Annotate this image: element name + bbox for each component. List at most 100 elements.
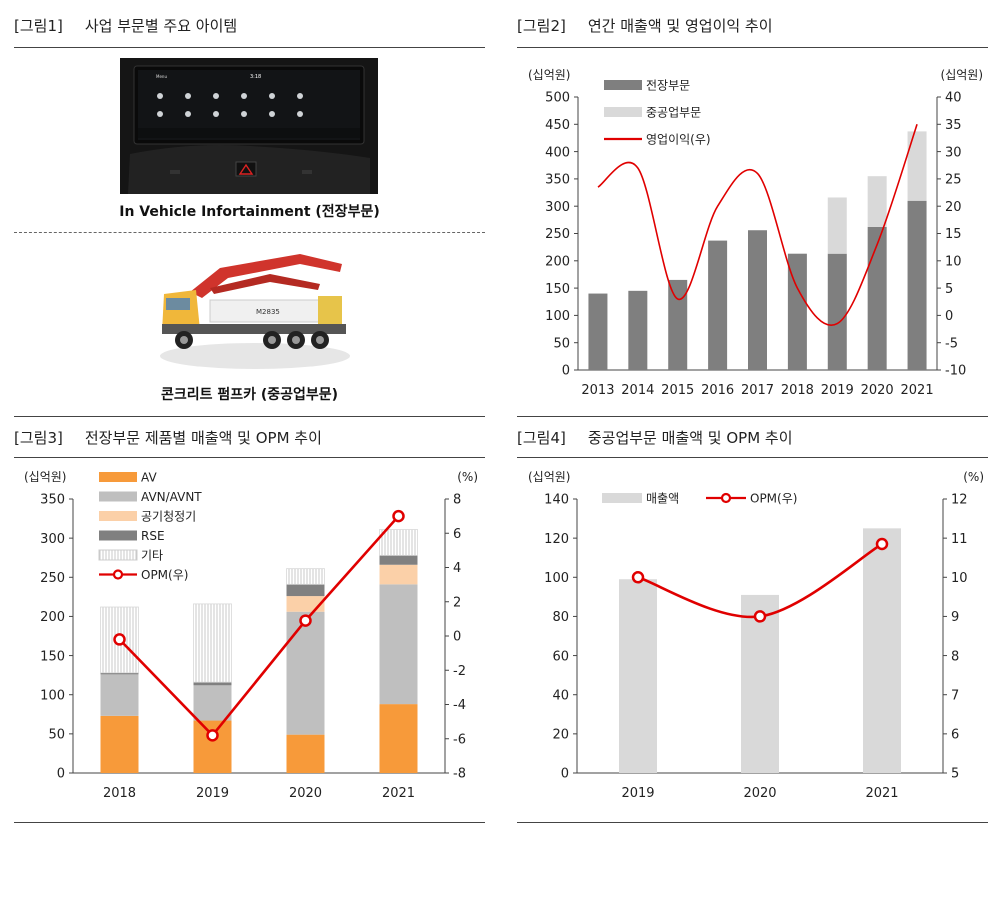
- bar-RSE: [193, 682, 232, 686]
- legend-label: AVN/AVNT: [141, 490, 202, 504]
- bar-전장부문: [827, 253, 847, 370]
- category-label: 2018: [103, 786, 136, 801]
- category-label: 2015: [661, 383, 694, 398]
- bar-매출액: [741, 594, 779, 773]
- right-tick-label: 15: [945, 227, 962, 242]
- fig2-title-text: 연간 매출액 및 영업이익 추이: [587, 17, 773, 35]
- left-axis-unit: (십억원): [24, 470, 66, 484]
- right-tick-label: 5: [945, 282, 953, 297]
- fig2-tag: [그림2]: [517, 17, 566, 35]
- legend-label: 공기청정기: [141, 510, 196, 524]
- bar-전장부문: [867, 226, 887, 370]
- right-tick-label: 35: [945, 118, 962, 133]
- right-tick-label: 10: [951, 571, 968, 586]
- left-tick-label: 50: [48, 728, 65, 743]
- legend-label: 중공업부문: [646, 106, 701, 120]
- category-label: 2014: [621, 383, 654, 398]
- point-OPM(우): [206, 729, 219, 742]
- bar-전장부문: [708, 240, 728, 370]
- bar-전장부문: [628, 290, 648, 370]
- category-label: 2021: [382, 786, 415, 801]
- left-tick-label: 0: [562, 364, 570, 379]
- fig2-rule: [517, 47, 988, 48]
- screen-clock: 3:18: [250, 74, 261, 80]
- right-tick-label: 0: [453, 630, 461, 645]
- bar-AVN/AVNT: [379, 584, 418, 705]
- fig4-bottom-rule: [517, 822, 988, 823]
- fig3-bottom-rule: [14, 822, 485, 823]
- point-OPM(우): [113, 633, 126, 646]
- right-tick-label: 2: [453, 595, 461, 610]
- right-tick-label: -6: [453, 732, 466, 747]
- left-tick-label: 50: [553, 336, 570, 351]
- fig1-rule: [14, 47, 485, 48]
- bar-AVN/AVNT: [286, 611, 325, 735]
- right-tick-label: 8: [951, 649, 959, 664]
- bar-AV: [286, 734, 325, 773]
- right-tick-label: 40: [945, 91, 962, 106]
- truck-badge: M2835: [256, 308, 280, 316]
- left-tick-label: 80: [552, 610, 569, 625]
- left-tick-label: 350: [40, 493, 65, 508]
- category-label: 2020: [289, 786, 322, 801]
- bar-중공업부문: [907, 131, 927, 201]
- bar-기타: [379, 529, 418, 556]
- legend-label: OPM(우): [141, 568, 188, 582]
- point-OPM(우): [875, 537, 889, 551]
- point-OPM(우): [631, 571, 645, 584]
- legend-swatch: [99, 511, 137, 521]
- left-tick-label: 300: [40, 532, 65, 547]
- legend-swatch: [604, 80, 642, 90]
- category-label: 2017: [741, 383, 774, 398]
- legend-label: RSE: [141, 529, 165, 543]
- left-tick-label: 250: [545, 227, 570, 242]
- legend-label: 매출액: [646, 492, 679, 506]
- right-tick-label: 7: [951, 688, 959, 703]
- fig1-divider: [14, 232, 485, 233]
- left-tick-label: 450: [545, 118, 570, 133]
- left-tick-label: 100: [545, 309, 570, 324]
- left-tick-label: 100: [40, 688, 65, 703]
- bar-공기청정기: [286, 596, 325, 612]
- right-tick-label: 6: [951, 728, 959, 743]
- right-tick-label: 11: [951, 532, 968, 547]
- right-tick-label: 9: [951, 610, 959, 625]
- fig2-title: [그림2] 연간 매출액 및 영업이익 추이: [517, 15, 773, 36]
- bar-매출액: [619, 579, 657, 773]
- right-tick-label: 4: [453, 561, 461, 576]
- fig3-tag: [그림3]: [14, 429, 63, 447]
- legend-marker: [112, 569, 124, 580]
- point-OPM(우): [392, 509, 405, 523]
- fig3-title: [그림3] 전장부문 제품별 매출액 및 OPM 추이: [14, 427, 322, 448]
- point-OPM(우): [753, 610, 767, 623]
- category-label: 2019: [621, 786, 654, 801]
- left-tick-label: 0: [57, 767, 65, 782]
- bar-전장부문: [668, 279, 688, 370]
- legend-swatch: [99, 491, 137, 502]
- bar-기타: [286, 568, 325, 585]
- fig4-title: [그림4] 중공업부문 매출액 및 OPM 추이: [517, 427, 793, 448]
- bar-전장부문: [748, 230, 767, 370]
- right-tick-label: -5: [945, 336, 958, 351]
- bar-AVN/AVNT: [100, 674, 139, 716]
- legend-marker: [720, 492, 732, 504]
- bar-전장부문: [907, 200, 927, 370]
- category-label: 2021: [865, 786, 898, 801]
- right-tick-label: 6: [453, 527, 461, 542]
- left-tick-label: 120: [544, 532, 569, 547]
- bar-중공업부문: [827, 197, 847, 254]
- bar-기타: [193, 603, 232, 683]
- bar-전장부문: [588, 293, 608, 370]
- left-axis-unit: (십억원): [528, 470, 570, 484]
- left-tick-label: 400: [545, 145, 570, 160]
- left-tick-label: 60: [552, 649, 569, 664]
- right-tick-label: 8: [453, 493, 461, 508]
- category-label: 2019: [821, 383, 854, 398]
- right-tick-label: -4: [453, 698, 466, 713]
- fig1-title: [그림1] 사업 부문별 주요 아이템: [14, 15, 237, 36]
- fig4-tag: [그림4]: [517, 429, 566, 447]
- infotainment-photo: Menu 3:18: [120, 58, 378, 194]
- bar-RSE: [286, 584, 325, 597]
- fig4-top-rule: [517, 416, 988, 417]
- right-axis-unit: (십억원): [941, 68, 983, 82]
